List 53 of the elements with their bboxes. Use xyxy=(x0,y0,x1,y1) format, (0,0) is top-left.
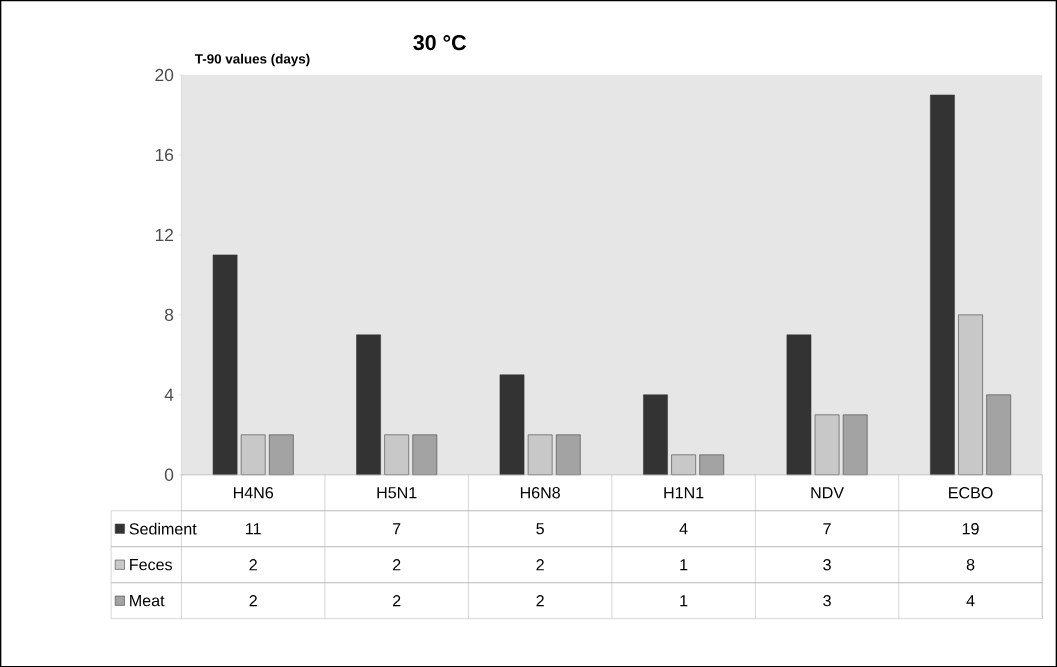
x-tick-label: NDV xyxy=(811,487,844,499)
bar xyxy=(786,334,812,475)
x-tick-label: ECBO xyxy=(949,486,993,499)
chart-title: 30 °C xyxy=(413,34,467,51)
bar xyxy=(958,314,983,475)
data-label: 4 xyxy=(966,595,975,607)
x-tick-label: H6N8 xyxy=(520,486,560,499)
bar xyxy=(986,394,1011,475)
data-label: 2 xyxy=(249,558,257,571)
legend-label: Meat xyxy=(130,594,165,607)
bar xyxy=(814,414,840,475)
data-label: 1 xyxy=(680,559,688,571)
y-axis-title: T-90 values (days) xyxy=(194,53,310,67)
data-label: 2 xyxy=(536,594,544,607)
legend-label: Sediment xyxy=(129,522,197,535)
data-label: 5 xyxy=(536,522,544,535)
data-label: 2 xyxy=(536,558,544,571)
y-tick-label: 12 xyxy=(155,228,173,241)
data-label: 2 xyxy=(393,558,401,571)
data-label: 3 xyxy=(823,558,831,571)
bar xyxy=(212,254,238,475)
bar xyxy=(842,414,868,475)
data-label: 2 xyxy=(393,594,401,607)
y-tick-label: 0 xyxy=(164,468,174,481)
bar xyxy=(356,334,381,475)
bar xyxy=(384,434,409,475)
bar xyxy=(527,434,553,475)
y-tick-label: 4 xyxy=(164,388,174,401)
data-label: 7 xyxy=(823,523,831,535)
bar xyxy=(699,454,725,475)
bar xyxy=(269,434,294,475)
x-tick-label: H5N1 xyxy=(377,487,417,499)
data-label: 4 xyxy=(679,523,688,535)
y-tick-label: 20 xyxy=(155,68,174,82)
y-tick-label: 16 xyxy=(155,148,174,161)
bar xyxy=(671,454,696,475)
bar xyxy=(412,434,438,475)
y-tick-label: 8 xyxy=(164,308,174,321)
bar xyxy=(499,374,525,475)
data-label: 11 xyxy=(246,523,261,535)
bar xyxy=(555,434,581,475)
data-label: 2 xyxy=(249,594,257,607)
data-label: 3 xyxy=(823,594,831,607)
bar xyxy=(240,434,266,475)
data-label: 1 xyxy=(680,595,688,607)
bar xyxy=(930,94,955,475)
data-label: 7 xyxy=(393,523,401,535)
data-label: 8 xyxy=(966,558,975,571)
x-tick-label: H1N1 xyxy=(664,487,704,499)
data-label: 19 xyxy=(962,522,979,535)
x-tick-label: H4N6 xyxy=(233,486,274,499)
bar xyxy=(643,394,668,475)
legend-label: Feces xyxy=(130,558,173,571)
